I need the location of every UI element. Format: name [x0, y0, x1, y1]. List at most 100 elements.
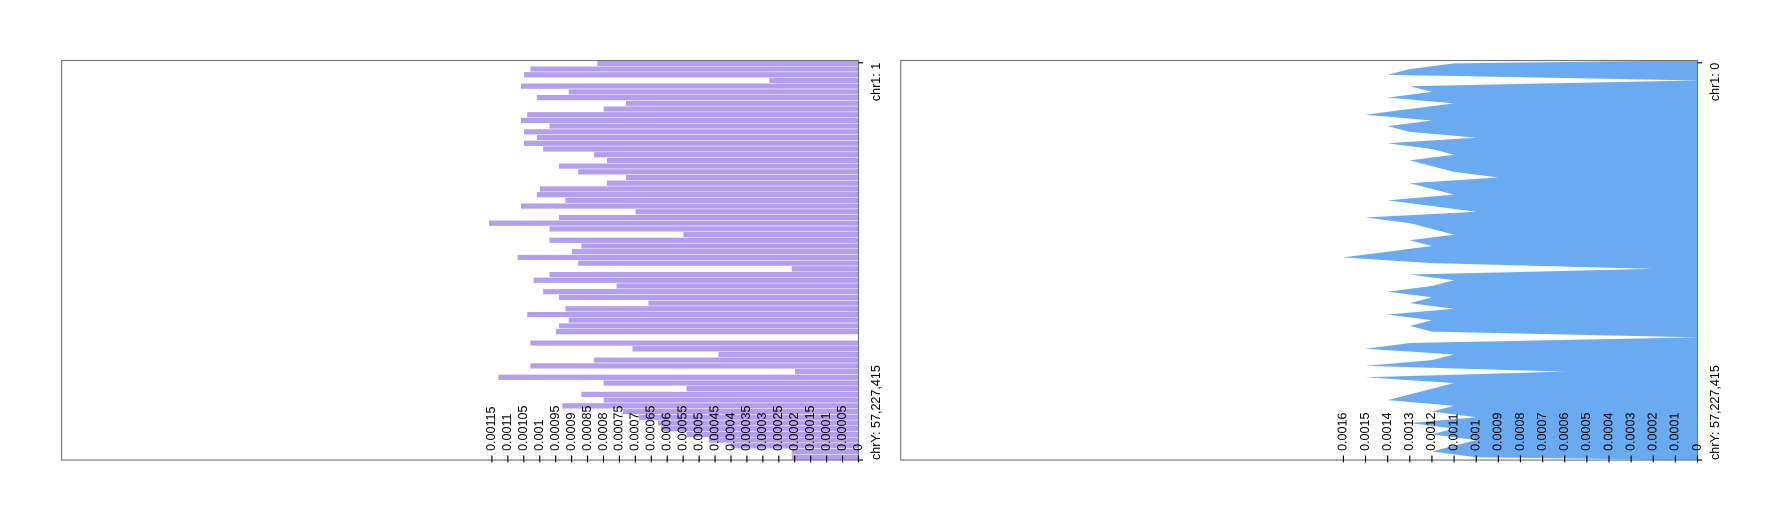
- bar: [523, 140, 859, 147]
- bar: [791, 454, 859, 461]
- x-tick-label: 0.0014: [1380, 413, 1394, 451]
- bar: [603, 379, 859, 387]
- x-tick-label: 0.00035: [739, 406, 753, 451]
- x-tick-label: 0.00095: [548, 406, 562, 451]
- x-tick-label: 0.0012: [1424, 413, 1438, 451]
- bar: [536, 94, 859, 101]
- bar: [794, 368, 859, 375]
- x-tick-label: 0.0002: [1646, 413, 1660, 451]
- bar: [568, 88, 859, 95]
- bar: [529, 362, 859, 369]
- bar: [555, 328, 859, 335]
- bar: [488, 220, 859, 227]
- bar: [631, 345, 859, 352]
- bar: [580, 242, 859, 250]
- x-tick-label: 0.0006: [1557, 413, 1571, 451]
- x-tick-label: 0.0001: [819, 413, 833, 451]
- x-tick-label: 0.0003: [1623, 413, 1637, 451]
- x-tick-label: 0.00055: [675, 406, 689, 451]
- bar: [606, 180, 859, 187]
- bar: [533, 277, 859, 284]
- bar: [536, 191, 859, 198]
- y-tick-label: chrY: 57,227,415: [1708, 365, 1722, 460]
- x-tick-label: 0.00005: [835, 406, 849, 451]
- x-tick-label: 0.0005: [691, 413, 705, 451]
- bar: [647, 300, 859, 307]
- x-tick-label: 0.0004: [723, 413, 737, 451]
- x-tick-label: 0.0009: [1491, 413, 1505, 451]
- x-tick-label: 0.001: [1469, 420, 1483, 451]
- y-tick-label: chr1: 0: [1708, 63, 1722, 101]
- bar: [718, 351, 859, 358]
- bar: [517, 254, 859, 261]
- bar: [593, 357, 859, 364]
- bar: [539, 185, 859, 193]
- x-tick-label: 0.0007: [628, 413, 642, 451]
- bar: [523, 71, 859, 78]
- bar: [603, 397, 859, 404]
- bar: [603, 105, 859, 113]
- x-tick-label: 0.0015: [1358, 413, 1372, 451]
- x-tick-label: 0.00065: [644, 406, 658, 451]
- x-tick-label: 0.00115: [484, 406, 498, 450]
- x-tick-label: 0.0005: [1579, 413, 1593, 451]
- x-tick-label: 0.001: [532, 420, 546, 451]
- bar: [549, 123, 859, 130]
- x-tick-label: 0.00045: [707, 406, 721, 451]
- bar: [577, 168, 859, 175]
- bar: [542, 145, 859, 153]
- bar: [549, 225, 859, 232]
- x-tick-label: 0.0008: [1513, 413, 1527, 451]
- bar: [526, 311, 859, 318]
- bar: [558, 163, 859, 170]
- bar: [523, 128, 859, 135]
- plot-frame: [61, 59, 860, 461]
- bar: [558, 322, 859, 330]
- x-tick-label: 0.0013: [1402, 413, 1416, 451]
- bar: [529, 65, 859, 73]
- x-tick-label: 0.0004: [1601, 413, 1615, 451]
- x-tick-label: 0.0016: [1336, 413, 1350, 451]
- x-tick-label: 0: [851, 444, 865, 451]
- x-tick-label: 0.0007: [1535, 413, 1549, 451]
- bar: [542, 288, 859, 295]
- bar: [529, 339, 859, 347]
- bar: [568, 317, 859, 324]
- plot-frame: [900, 59, 1699, 461]
- y-tick-label: chrY: 57,227,415: [869, 365, 883, 460]
- bar: [686, 385, 859, 392]
- x-tick-label: 0.0008: [596, 413, 610, 451]
- bar: [526, 111, 859, 118]
- bar: [565, 305, 859, 312]
- bar: [571, 248, 859, 255]
- x-tick-label: 0.0003: [755, 413, 769, 451]
- bar: [565, 197, 859, 204]
- bar: [768, 77, 859, 84]
- bar: [520, 117, 859, 124]
- x-tick-label: 0.00085: [580, 406, 594, 451]
- bar: [616, 282, 859, 290]
- x-tick-label: 0.0001: [1668, 413, 1682, 451]
- bar: [635, 208, 859, 215]
- x-tick-label: 0.00015: [803, 406, 817, 451]
- bar: [558, 294, 859, 301]
- y-tick-label: chr1: 1: [869, 63, 883, 101]
- bar: [549, 237, 859, 244]
- bar: [577, 260, 859, 267]
- bar: [536, 134, 859, 141]
- bar: [549, 271, 859, 278]
- bar: [606, 157, 859, 164]
- x-tick-label: 0.0002: [787, 413, 801, 451]
- x-tick-label: 0.00075: [612, 406, 626, 451]
- bar: [625, 100, 859, 107]
- bar: [520, 202, 859, 210]
- bar: [682, 231, 859, 238]
- area: [1343, 60, 1698, 461]
- bar: [520, 83, 859, 90]
- x-tick-label: 0.00025: [771, 406, 785, 451]
- bar: [791, 265, 859, 272]
- bar: [593, 151, 859, 158]
- bar: [596, 60, 859, 67]
- bar: [558, 214, 859, 221]
